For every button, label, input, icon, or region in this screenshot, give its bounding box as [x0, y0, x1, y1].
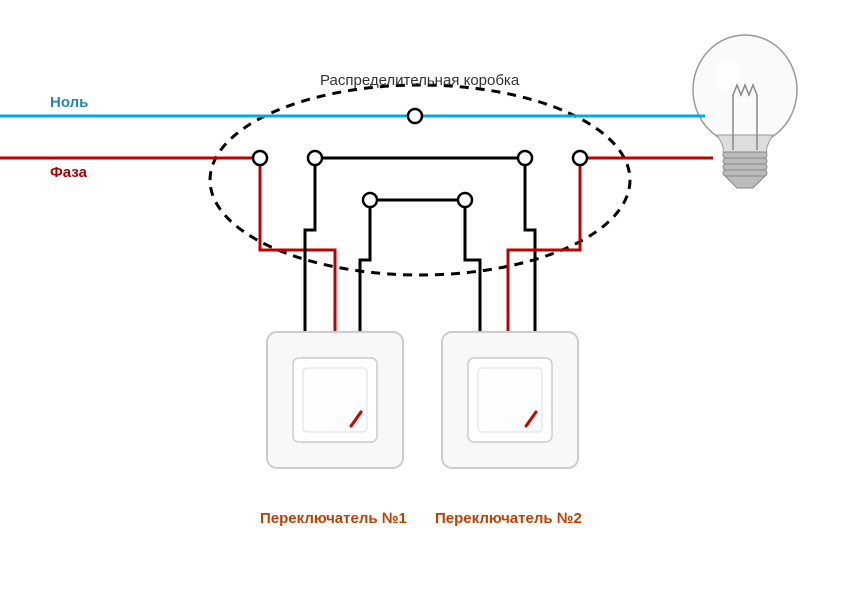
- switch-1: [265, 330, 405, 475]
- switch2-traveller-a-wire: [465, 200, 480, 350]
- switch1-traveller-b-wire: [360, 200, 370, 350]
- switch2-label: Переключатель №2: [435, 510, 582, 527]
- phase-label: Фаза: [50, 164, 87, 181]
- junction-box-label: Распределительная коробка: [320, 72, 519, 89]
- switch-2: [440, 330, 580, 475]
- switch1-traveller-a-wire: [305, 158, 315, 350]
- switch2-traveller-b-wire: [525, 158, 535, 350]
- neutral-label: Ноль: [50, 94, 88, 111]
- switch1-label: Переключатель №1: [260, 510, 407, 527]
- light-bulb-icon: [693, 35, 797, 188]
